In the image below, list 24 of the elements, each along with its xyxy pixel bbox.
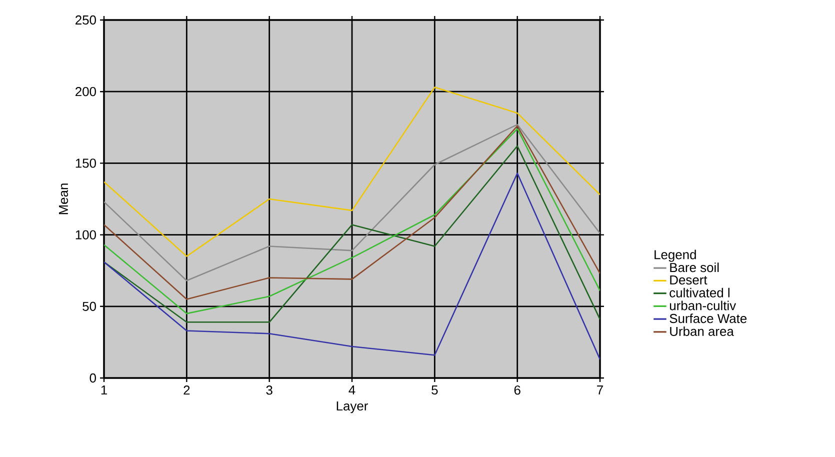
y-tick-label: 150	[76, 158, 96, 168]
x-axis-title: Layer	[336, 402, 368, 414]
x-tick-label: 6	[514, 386, 520, 395]
line-series	[104, 172, 600, 360]
x-tick-label: 2	[184, 386, 190, 395]
legend-label: Bare soil	[670, 262, 719, 272]
x-tick-label: 4	[348, 386, 356, 394]
y-axis-title: Mean	[59, 184, 68, 214]
x-tick-label: 5	[432, 386, 438, 395]
y-tick-label: 0	[90, 373, 96, 383]
legend-label: Urban area	[670, 326, 734, 336]
legend-label: Desert	[670, 275, 708, 285]
y-tick-label: 200	[76, 87, 96, 96]
x-tick-label: 1	[101, 386, 107, 394]
y-tick-label: 100	[76, 230, 96, 240]
legend-label: urban-cultiv	[670, 300, 736, 310]
x-tick-label: 7	[597, 386, 603, 394]
legend-label: Surface Wate	[670, 314, 747, 324]
y-tick-label: 250	[76, 15, 96, 25]
y-tick-label: 50	[82, 302, 96, 311]
legend-title: Legend	[654, 250, 696, 262]
legend-label: cultivated l	[670, 288, 730, 298]
line-series	[104, 86, 600, 257]
x-tick-label: 3	[266, 386, 272, 395]
